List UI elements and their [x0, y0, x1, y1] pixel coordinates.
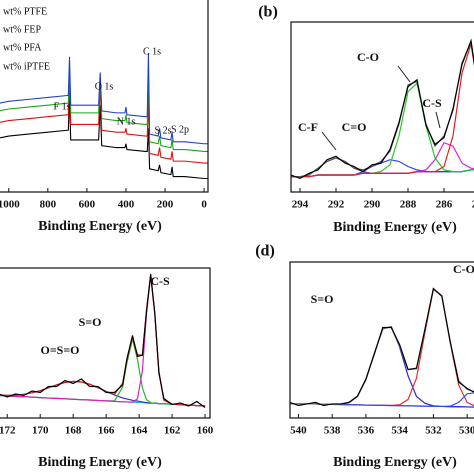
x-axis-title: Binding Energy (eV) [333, 220, 457, 235]
x-tick-label: 540 [290, 425, 307, 437]
arrows [321, 65, 441, 151]
x-tick-label: 170 [32, 425, 49, 437]
x-tick-label: 166 [98, 425, 115, 437]
peak-label: C-O [453, 262, 474, 276]
spectrum-line [0, 273, 206, 408]
x-tick-label: 536 [358, 425, 375, 437]
plot-area [290, 287, 474, 408]
x-tick-label: 286 [436, 199, 453, 211]
peak-label: C-F [298, 120, 318, 134]
plot-frame [290, 21, 474, 193]
spectrum-line [291, 43, 474, 178]
spectrum-line [290, 287, 474, 406]
spectrum-line [290, 325, 474, 408]
legend-label: wt% FEP [3, 24, 42, 35]
spectrum-line [0, 95, 208, 180]
x-tick-label: 164 [131, 425, 148, 437]
x-tick-label: 400 [118, 199, 135, 211]
x-tick-label: 200 [157, 199, 174, 211]
spectrum-line [290, 287, 474, 407]
spectrum-line [0, 275, 206, 407]
peak-annotation: C 1s [143, 46, 161, 57]
x-axis-title: Binding Energy (eV) [38, 455, 162, 470]
plot-area [291, 38, 474, 180]
x-tick-label: 292 [328, 199, 345, 211]
x-tick-label: 800 [40, 199, 57, 211]
arrow [435, 111, 441, 129]
spectrum-line [291, 38, 474, 180]
x-tick-label: 0 [201, 199, 207, 211]
legend-label: wt% iPTFE [3, 61, 50, 72]
x-tick-label: 534 [391, 425, 408, 437]
x-axis-title: Binding Energy (eV) [333, 455, 457, 470]
peak-label: C-O [357, 50, 379, 64]
plot-frame [0, 0, 209, 193]
x-tick-label: 290 [364, 199, 381, 211]
spectrum-line [0, 275, 206, 407]
legend-label: wt% PTFE [3, 6, 47, 17]
x-tick-label: 288 [400, 199, 417, 211]
legend-label: wt% PFA [3, 42, 42, 53]
x-tick-label: 168 [65, 425, 82, 437]
x-axis-title: Binding Energy (eV) [38, 219, 162, 234]
spectrum-line [0, 53, 208, 145]
peak-annotation: N 1s [117, 116, 136, 127]
x-tick-label: 600 [79, 199, 96, 211]
plot-area [0, 273, 206, 408]
x-tick-label: 1000 [0, 199, 20, 211]
x-tick-label: 172 [0, 425, 16, 437]
peak-label: C-S [150, 274, 170, 288]
x-tick-label: 532 [425, 425, 442, 437]
x-tick-label: 284 [472, 199, 474, 211]
plot-area [0, 53, 208, 180]
x-tick-label: 538 [324, 425, 341, 437]
x-tick-label: 160 [197, 425, 214, 437]
arrow [397, 65, 411, 83]
peak-label: S=O [79, 315, 102, 329]
peak-annotation: S 2p [171, 124, 189, 135]
peak-annotation: F 1s [54, 101, 71, 112]
panel-label: (d) [255, 243, 275, 260]
peak-label: O=S=O [40, 343, 79, 357]
spectrum-line [0, 66, 208, 153]
x-tick-label: 294 [292, 199, 309, 211]
arrow [321, 131, 337, 151]
plot-frame [0, 267, 211, 419]
spectrum-line [0, 380, 206, 407]
peak-label: C-S [422, 96, 442, 110]
x-tick-label: 162 [164, 425, 181, 437]
spectrum-line [290, 288, 474, 407]
plot-frame [289, 261, 474, 419]
panel-label: (b) [258, 4, 278, 21]
peak-label: C=O [342, 120, 367, 134]
x-tick-label: 530 [459, 425, 474, 437]
spectrum-line [0, 72, 208, 164]
peak-annotation: O 1s [95, 81, 114, 92]
spectrum-line [0, 339, 206, 407]
peak-label: S=O [311, 292, 334, 306]
peak-annotation: S 2s [155, 125, 172, 136]
